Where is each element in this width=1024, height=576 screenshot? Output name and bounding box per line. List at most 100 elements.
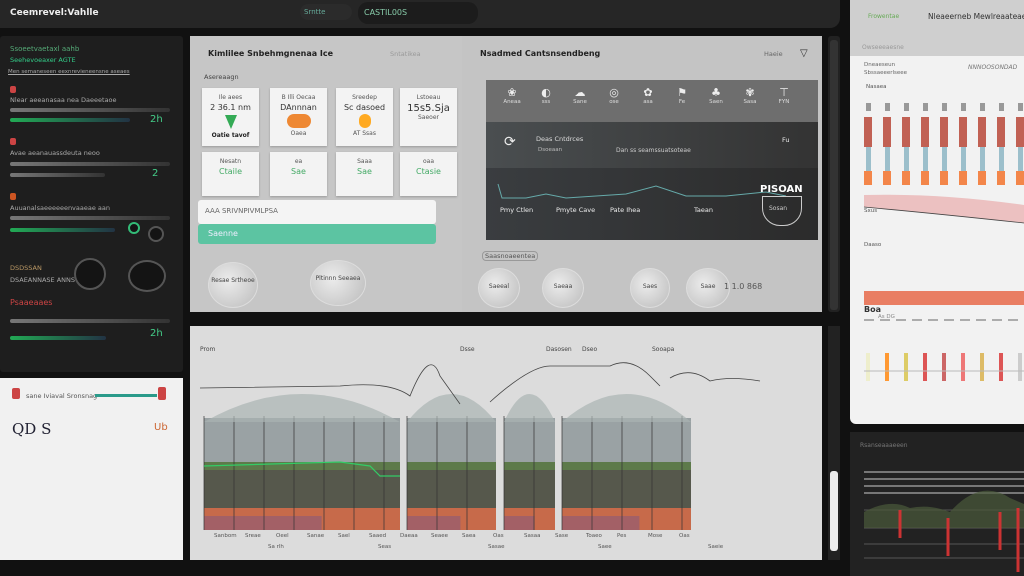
area-peak	[204, 394, 400, 422]
category-icon[interactable]: ◎ ose	[602, 86, 626, 105]
category-icon[interactable]: ⚑ Fe	[670, 86, 694, 105]
primary-button[interactable]: Saenne	[198, 224, 436, 244]
cell	[866, 353, 870, 381]
gauge	[128, 260, 166, 292]
status-ring	[148, 226, 164, 242]
card-label: Saaa	[357, 158, 372, 165]
cell	[999, 353, 1003, 381]
scrollbar-thumb[interactable]	[830, 40, 838, 310]
text-input[interactable]: AAA SRIVNPIVMLPSA	[198, 200, 436, 224]
cell	[921, 117, 929, 147]
cell	[883, 117, 891, 147]
gauge	[74, 258, 106, 290]
card-value: DAnnnan	[280, 103, 317, 112]
band	[864, 291, 1024, 305]
list-item-label[interactable]: Nlear aeeanasaa nea Daeeetaoe	[10, 96, 117, 104]
scrollbar[interactable]	[828, 36, 840, 312]
progress-bar	[10, 228, 115, 232]
list-item-label[interactable]: Psaaeaaes	[10, 298, 53, 307]
x-group-label: Seas	[378, 544, 392, 550]
filter-dropdown[interactable]: Owseeeaesne	[862, 44, 904, 51]
kpi-card[interactable]: Nesatn Ctaile	[202, 152, 259, 196]
scrollbar[interactable]	[828, 326, 840, 560]
category-label: Saen	[709, 99, 723, 105]
kpi-card[interactable]: Ile aees 2 36.1 nm Oatie tavof	[202, 88, 259, 146]
category-label: ose	[609, 99, 619, 105]
metric-bubble[interactable]: Pltinnn Seeaea	[310, 260, 366, 306]
summary-value: QD S	[12, 420, 52, 438]
x-tick-label: Daeaa	[400, 533, 418, 539]
triangle-icon	[224, 115, 237, 129]
scrollbar-thumb[interactable]	[830, 471, 838, 551]
x-tick-label: Saaed	[369, 533, 387, 539]
report-header: Frowentae Nleaeerneb Mewlreaateae Owseee…	[850, 0, 1024, 56]
category-icon[interactable]: ✿ asa	[636, 86, 660, 105]
report-sub: Dneaeseun	[864, 62, 896, 68]
metric-bubble[interactable]: Saes	[630, 268, 670, 308]
metric-bubble[interactable]: Saae	[686, 268, 730, 308]
category-icon[interactable]: ☁ Sane	[568, 86, 592, 105]
area-band	[407, 462, 496, 470]
area-band	[504, 470, 555, 508]
chart-panel: Prom Dsse Dasosen Dseo Sooapa Sanbom Srea…	[190, 326, 822, 560]
kpi-card[interactable]: Saaa Sae	[336, 152, 393, 196]
sync-icon: ⟳	[504, 134, 516, 150]
category-label: Sasa	[743, 99, 757, 105]
card-label: Sreedep	[352, 94, 377, 101]
area-band	[204, 470, 400, 508]
x-group-label: Saeie	[708, 544, 724, 550]
metric-bubble[interactable]: Saeaa	[542, 268, 584, 308]
x-axis-sublabels: Sa rlh Seas Sasae Saee Saeie	[190, 544, 822, 554]
metric-bubble[interactable]: Saeeal	[478, 268, 520, 308]
cell	[942, 147, 947, 171]
x-tick-label: Oas	[493, 533, 504, 539]
category-icon[interactable]: ◐ sss	[534, 86, 558, 105]
kpi-card[interactable]: oaa Ctasie	[400, 152, 457, 196]
area-band	[407, 516, 461, 530]
card-value: 15s5.Sja	[407, 103, 450, 114]
trend-line	[203, 461, 400, 477]
category-icon[interactable]: ✾ Sasa	[738, 86, 762, 105]
top-tab[interactable]: Srntte	[300, 4, 352, 20]
top-search[interactable]: CASTIL00S	[358, 2, 478, 24]
category-icon[interactable]: ⊤ FYN	[772, 86, 796, 105]
x-tick-label: Oas	[679, 533, 690, 539]
area-band	[407, 418, 496, 462]
area-band	[562, 462, 691, 470]
card-footer: AT Ssas	[353, 130, 376, 137]
kpi-card[interactable]: ea Sae	[270, 152, 327, 196]
band-line	[863, 206, 1024, 224]
cell	[864, 171, 872, 185]
panel-subtitle: Asereaagn	[204, 73, 239, 81]
cell	[978, 117, 986, 147]
report-search[interactable]: NNNOOSONDAD	[968, 64, 1018, 71]
cell	[999, 103, 1004, 111]
cell	[923, 147, 928, 171]
item-value: 2h	[150, 114, 163, 125]
kpi-card[interactable]: Lstoeau 15s5.Sja Saeoer	[400, 88, 457, 146]
kpi-card[interactable]: B Illi Oecaa DAnnnan Oaea	[270, 88, 327, 146]
category-label: Fe	[678, 99, 686, 105]
list-item-label[interactable]: Auuanalsaeeeeeenvaaeae aan	[10, 204, 111, 212]
filter-icon[interactable]: ▽	[800, 48, 808, 59]
metric-bubble[interactable]: Resae Srtheoe	[208, 262, 258, 308]
panel-toolbar[interactable]: Haeie	[764, 50, 783, 58]
status-desc: Dan ss seamssuatsoteae	[616, 147, 691, 154]
section-label: Sxus	[864, 208, 878, 214]
cell	[959, 117, 967, 147]
panel-toolbar[interactable]: Sntatikea	[390, 50, 421, 58]
panel-title: Kimlilee Snbehmgnenaa Ice	[208, 49, 334, 58]
status-row: ⟳ Deas Cntdrces Dsoeaan Dan ss seamssuat…	[486, 122, 818, 168]
area-band	[204, 462, 400, 470]
cell	[940, 117, 948, 147]
category-icon[interactable]: ♣ Saen	[704, 86, 728, 105]
trend-line	[199, 362, 761, 405]
area-band	[562, 470, 691, 508]
progress-bar	[10, 162, 170, 166]
status-value: Fu	[782, 136, 790, 144]
status-sub: Dsoeaan	[538, 147, 563, 153]
kpi-card[interactable]: Sreedep Sc dasoed AT Ssas	[336, 88, 393, 146]
card-footer: Oatie tavof	[211, 132, 250, 139]
category-icon[interactable]: ❀ Aneaa	[500, 86, 524, 105]
list-item-label[interactable]: Avae aeanauassdeuta neoo	[10, 149, 100, 157]
